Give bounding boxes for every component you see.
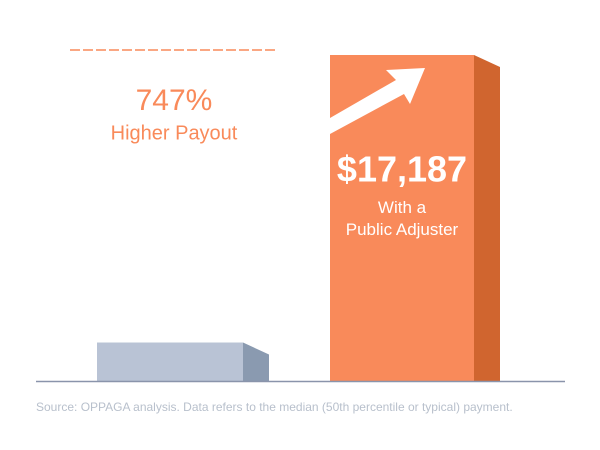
category-label: With a Public Adjuster — [345, 198, 459, 239]
arrow — [330, 68, 425, 134]
value-label: $17,187 — [337, 149, 467, 190]
annotation-value: 747% — [136, 84, 213, 117]
annotation-text: Higher Payout — [111, 122, 238, 144]
source-note: Source: OPPAGA analysis. Data refers to … — [36, 400, 513, 414]
bar-side — [243, 342, 269, 381]
bar — [97, 342, 243, 381]
bar-side — [474, 55, 500, 381]
